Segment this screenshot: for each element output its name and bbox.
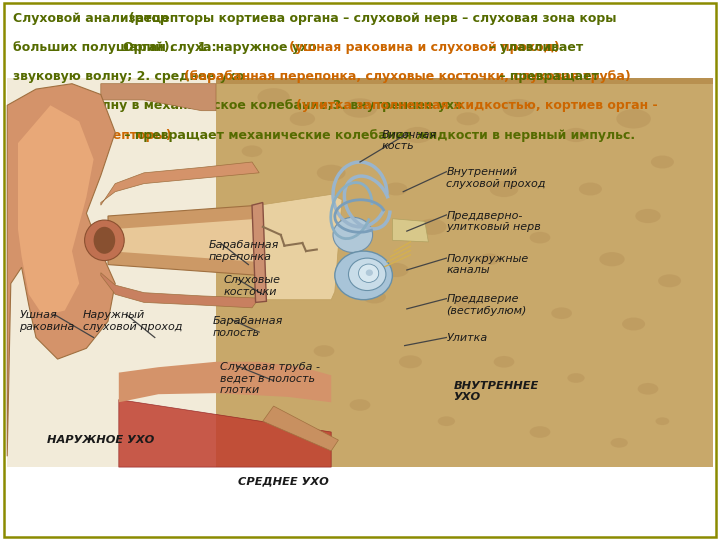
Ellipse shape (350, 399, 370, 411)
Ellipse shape (85, 220, 124, 260)
Ellipse shape (317, 165, 346, 181)
Ellipse shape (348, 258, 386, 291)
Ellipse shape (490, 181, 518, 197)
Ellipse shape (567, 373, 585, 383)
Polygon shape (119, 362, 331, 402)
Ellipse shape (333, 217, 373, 253)
Ellipse shape (503, 99, 534, 117)
Text: Полукружные
каналы: Полукружные каналы (446, 254, 528, 275)
Ellipse shape (635, 209, 661, 223)
Text: 1. наружное ухо: 1. наружное ухо (189, 41, 321, 54)
Polygon shape (252, 202, 266, 302)
Polygon shape (392, 219, 428, 242)
Text: Барабанная
перепонка: Барабанная перепонка (209, 240, 279, 262)
Polygon shape (18, 105, 94, 386)
Ellipse shape (651, 156, 674, 168)
Text: Преддверие
(вестибулюм): Преддверие (вестибулюм) (446, 294, 527, 316)
Ellipse shape (289, 112, 315, 126)
Text: ВНУТРЕННЕЕ
УХО: ВНУТРЕННЕЕ УХО (454, 381, 539, 402)
Text: Преддверно-
улитковый нерв: Преддверно- улитковый нерв (446, 211, 541, 232)
Ellipse shape (530, 426, 550, 438)
Text: Наружный
слуховой проход: Наружный слуховой проход (83, 310, 182, 332)
Ellipse shape (335, 251, 392, 300)
Ellipse shape (359, 264, 379, 282)
Ellipse shape (399, 355, 422, 368)
Ellipse shape (243, 319, 261, 329)
Polygon shape (263, 406, 338, 451)
Polygon shape (7, 78, 713, 467)
Polygon shape (7, 84, 115, 456)
Ellipse shape (314, 345, 334, 357)
Polygon shape (101, 84, 216, 111)
Ellipse shape (384, 183, 408, 195)
Text: Орган слуха:: Орган слуха: (123, 41, 217, 54)
Ellipse shape (264, 210, 284, 222)
Text: звуковую волну; 2. среднее ухо: звуковую волну; 2. среднее ухо (13, 70, 248, 83)
Text: – улавливает: – улавливает (485, 41, 582, 54)
Polygon shape (216, 78, 713, 467)
Ellipse shape (418, 219, 446, 235)
Ellipse shape (455, 295, 481, 309)
Ellipse shape (494, 356, 514, 368)
Text: слуховые рецепторы): слуховые рецепторы) (13, 129, 171, 141)
Polygon shape (108, 205, 259, 275)
Ellipse shape (655, 417, 670, 425)
Text: НАРУЖНОЕ УХО: НАРУЖНОЕ УХО (47, 435, 154, 445)
Text: (ушная раковина и слуховой проход): (ушная раковина и слуховой проход) (289, 41, 559, 54)
Ellipse shape (278, 275, 298, 287)
Ellipse shape (258, 88, 289, 106)
Polygon shape (101, 162, 259, 205)
Ellipse shape (616, 109, 651, 129)
Ellipse shape (265, 384, 282, 394)
Text: СРЕДНЕЕ УХО: СРЕДНЕЕ УХО (238, 476, 328, 487)
Polygon shape (216, 78, 713, 84)
Text: Ушная
раковина: Ушная раковина (19, 310, 75, 332)
Text: Внутренний
слуховой проход: Внутренний слуховой проход (446, 167, 546, 189)
Text: Височная
кость: Височная кость (382, 130, 437, 151)
Ellipse shape (334, 231, 357, 244)
Text: звуковую волну в механическое колебание;3. внутреннее ухо: звуковую волну в механическое колебание;… (13, 99, 467, 112)
Ellipse shape (438, 416, 455, 426)
Ellipse shape (658, 274, 681, 287)
Polygon shape (259, 194, 342, 300)
Text: Слуховой анализатор: Слуховой анализатор (13, 12, 168, 25)
Ellipse shape (480, 253, 500, 265)
Ellipse shape (611, 438, 628, 448)
Polygon shape (119, 400, 331, 467)
Ellipse shape (530, 232, 550, 244)
Ellipse shape (383, 263, 409, 277)
Ellipse shape (363, 291, 386, 303)
Text: – превращает: – превращает (495, 70, 599, 83)
Text: (рецепторы кортиева органа – слуховой нерв – слуховая зона коры: (рецепторы кортиева органа – слуховой не… (120, 12, 616, 25)
Polygon shape (108, 219, 259, 262)
Ellipse shape (456, 112, 480, 125)
Text: Слуховые
косточки: Слуховые косточки (223, 275, 280, 297)
Ellipse shape (622, 318, 645, 330)
Ellipse shape (242, 145, 262, 157)
Ellipse shape (552, 307, 572, 319)
Polygon shape (101, 273, 259, 308)
Ellipse shape (366, 269, 373, 276)
Ellipse shape (579, 183, 602, 195)
Text: Улитка: Улитка (446, 333, 487, 343)
Ellipse shape (563, 128, 589, 142)
Text: Барабанная
полость: Барабанная полость (212, 316, 283, 338)
Text: больших полушарий).: больших полушарий). (13, 41, 174, 54)
Ellipse shape (343, 98, 377, 118)
Ellipse shape (638, 383, 658, 395)
Text: Слуховая труба -
ведет в полость
глотки: Слуховая труба - ведет в полость глотки (220, 362, 320, 395)
Ellipse shape (403, 127, 432, 143)
Text: (барабанная перепонка, слуховые косточки, слуховая труба): (барабанная перепонка, слуховые косточки… (184, 70, 631, 83)
Text: (улитка заполненная жидкостью, кортиев орган -: (улитка заполненная жидкостью, кортиев о… (296, 99, 657, 112)
Text: – превращает механические колебания жидкости в нервный импульс.: – превращает механические колебания жидк… (120, 129, 634, 141)
Ellipse shape (599, 252, 625, 266)
Ellipse shape (94, 227, 115, 254)
